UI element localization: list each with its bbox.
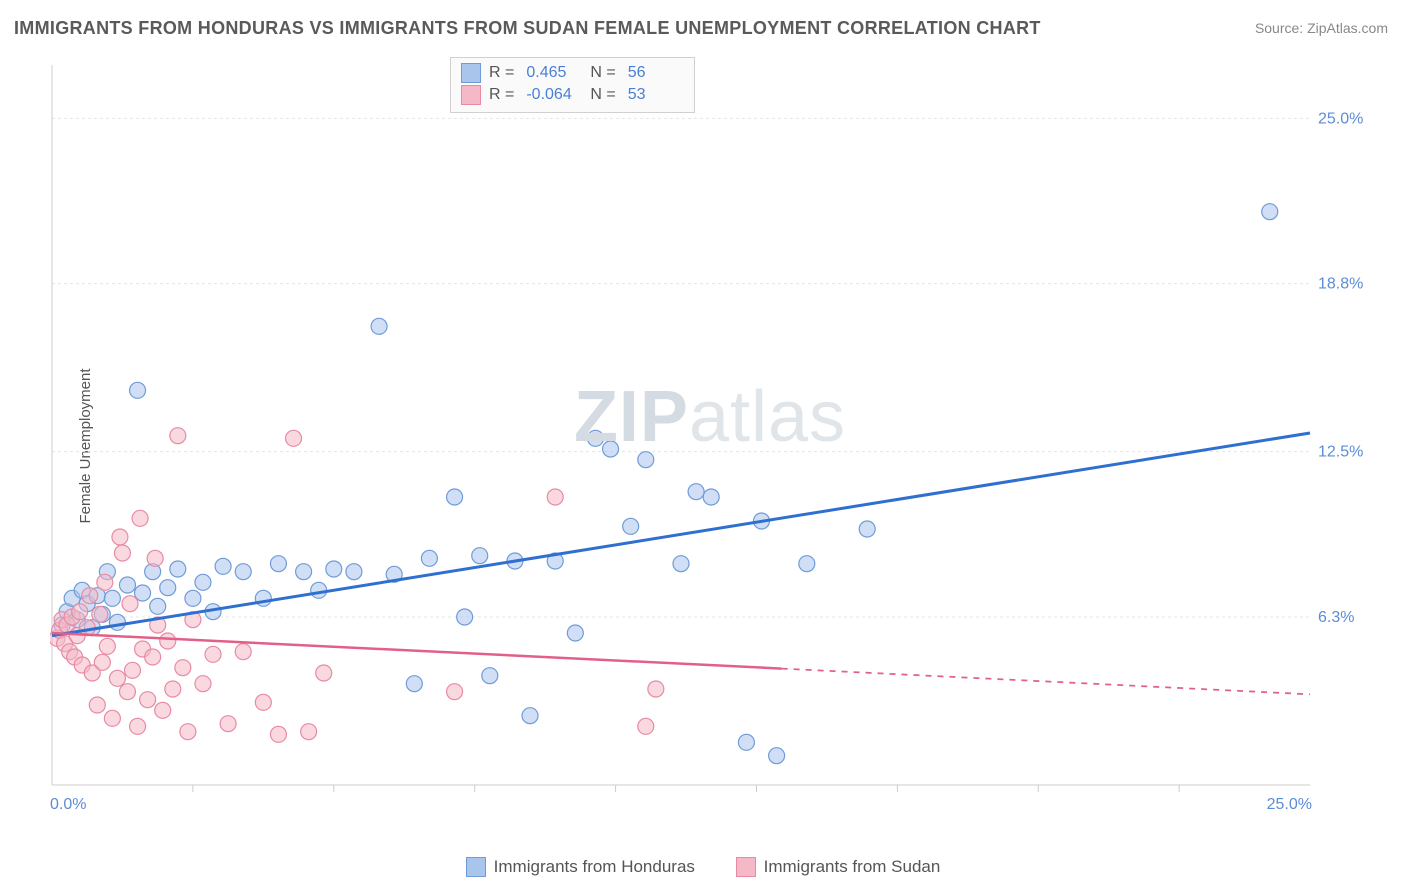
chart-title: IMMIGRANTS FROM HONDURAS VS IMMIGRANTS F… bbox=[14, 18, 1041, 39]
correlation-legend: R = 0.465 N = 56 R = -0.064 N = 53 bbox=[450, 57, 695, 113]
r-value-honduras: 0.465 bbox=[526, 62, 582, 84]
svg-text:0.0%: 0.0% bbox=[50, 796, 86, 813]
legend-label-honduras: Immigrants from Honduras bbox=[494, 857, 695, 877]
r-value-sudan: -0.064 bbox=[526, 84, 582, 106]
n-label: N = bbox=[590, 84, 615, 106]
svg-text:25.0%: 25.0% bbox=[1267, 796, 1312, 813]
svg-text:12.5%: 12.5% bbox=[1318, 444, 1363, 461]
scatter-plot: 6.3%12.5%18.8%25.0%0.0%25.0% ZIPatlas bbox=[50, 55, 1370, 825]
legend-item-honduras: Immigrants from Honduras bbox=[466, 857, 695, 877]
legend-item-sudan: Immigrants from Sudan bbox=[736, 857, 941, 877]
n-label: N = bbox=[590, 62, 615, 84]
r-label: R = bbox=[489, 84, 514, 106]
n-value-sudan: 53 bbox=[628, 84, 684, 106]
svg-text:25.0%: 25.0% bbox=[1318, 110, 1363, 127]
source-credit: Source: ZipAtlas.com bbox=[1255, 20, 1388, 36]
legend-row-sudan: R = -0.064 N = 53 bbox=[461, 84, 684, 106]
source-prefix: Source: bbox=[1255, 20, 1307, 36]
chart-svg: 6.3% 12.5% 18.8% 25.0% 0.0% 25.0% bbox=[50, 55, 1370, 825]
swatch-honduras bbox=[466, 857, 486, 877]
swatch-honduras bbox=[461, 63, 481, 83]
swatch-sudan bbox=[736, 857, 756, 877]
svg-text:6.3%: 6.3% bbox=[1318, 609, 1354, 626]
svg-text:18.8%: 18.8% bbox=[1318, 276, 1363, 293]
series-legend: Immigrants from Honduras Immigrants from… bbox=[0, 857, 1406, 882]
swatch-sudan bbox=[461, 85, 481, 105]
r-label: R = bbox=[489, 62, 514, 84]
legend-label-sudan: Immigrants from Sudan bbox=[764, 857, 941, 877]
n-value-honduras: 56 bbox=[628, 62, 684, 84]
legend-row-honduras: R = 0.465 N = 56 bbox=[461, 62, 684, 84]
source-name: ZipAtlas.com bbox=[1307, 20, 1388, 36]
